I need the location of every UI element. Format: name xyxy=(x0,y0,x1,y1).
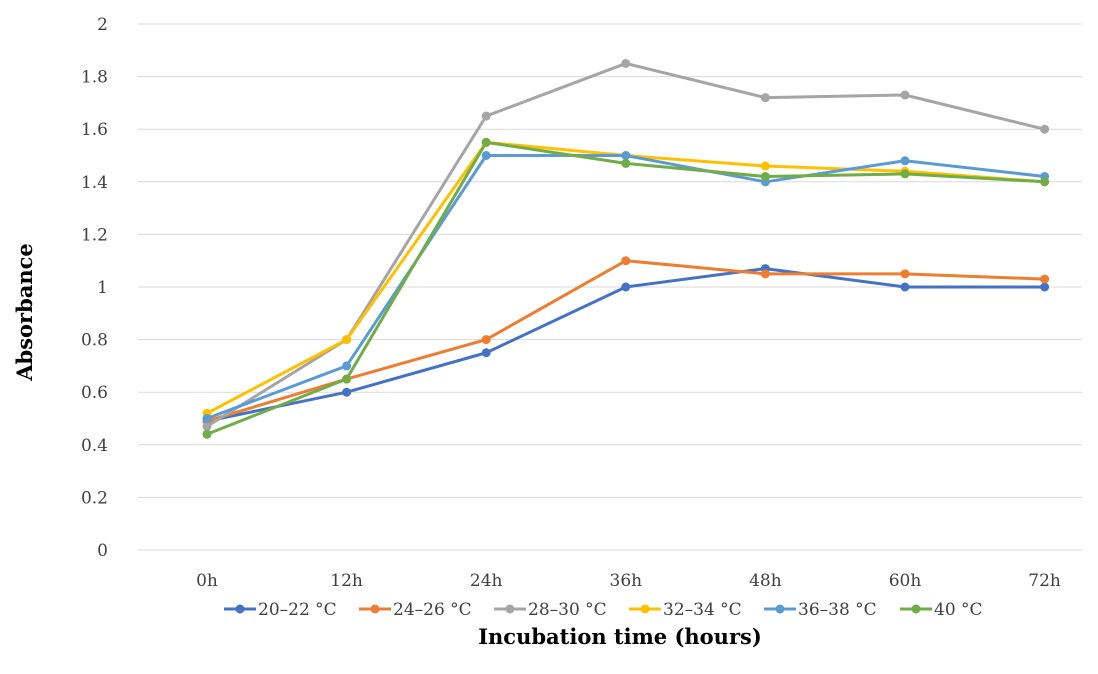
data-point xyxy=(621,58,631,68)
y-tick-label: 1.8 xyxy=(81,68,108,88)
legend-swatch-marker xyxy=(911,604,921,614)
data-point xyxy=(900,169,910,179)
legend-swatch-marker xyxy=(775,604,785,614)
data-point xyxy=(202,421,212,431)
x-tick-label: 0h xyxy=(196,571,218,591)
data-point xyxy=(202,414,212,423)
data-point xyxy=(900,269,910,279)
data-point xyxy=(900,282,910,292)
data-point xyxy=(342,387,352,397)
x-tick-label: 72h xyxy=(1028,571,1061,591)
x-axis-tick-labels: 0h 12h 24h 36h 48h 60h 72h xyxy=(196,571,1061,591)
legend-label: 20–22 °C xyxy=(258,600,337,620)
y-tick-label: 0 xyxy=(97,541,108,561)
y-tick-label: 1.2 xyxy=(81,225,108,245)
series-points xyxy=(202,58,1050,439)
y-tick-label: 0.2 xyxy=(81,488,108,508)
x-tick-label: 48h xyxy=(749,571,782,591)
legend-label: 32–34 °C xyxy=(663,600,742,620)
data-point xyxy=(202,429,212,439)
legend-label: 36–38 °C xyxy=(798,600,877,620)
legend-label: 40 °C xyxy=(934,600,983,620)
legend-item: 32–34 °C xyxy=(629,600,742,620)
y-tick-label: 1 xyxy=(97,278,108,298)
legend-item: 40 °C xyxy=(900,600,983,620)
data-point xyxy=(1040,124,1050,134)
legend-item: 20–22 °C xyxy=(224,600,337,620)
data-point xyxy=(1040,282,1050,292)
y-tick-label: 0.8 xyxy=(81,331,108,351)
series-lines xyxy=(205,61,1047,436)
legend-item: 28–30 °C xyxy=(494,600,607,620)
data-point xyxy=(760,161,770,171)
data-point xyxy=(621,151,631,160)
data-point xyxy=(481,151,491,160)
gridlines xyxy=(138,23,1082,551)
data-point xyxy=(760,172,770,182)
legend-swatch-marker xyxy=(235,604,245,614)
x-tick-label: 24h xyxy=(470,571,503,591)
data-point xyxy=(342,374,352,384)
data-point xyxy=(342,361,352,371)
y-tick-label: 1.4 xyxy=(81,173,108,193)
data-point xyxy=(621,256,631,266)
data-point xyxy=(342,335,352,345)
data-point xyxy=(481,111,491,121)
y-tick-label: 0.4 xyxy=(81,436,108,456)
data-point xyxy=(481,335,491,345)
data-point xyxy=(900,156,910,166)
data-point xyxy=(481,348,491,358)
y-tick-label: 2 xyxy=(97,15,108,35)
data-point xyxy=(900,90,910,100)
legend-label: 24–26 °C xyxy=(393,600,472,620)
data-point xyxy=(621,158,631,168)
x-tick-label: 60h xyxy=(889,571,922,591)
y-tick-label: 0.6 xyxy=(81,383,108,403)
legend-item: 24–26 °C xyxy=(359,600,472,620)
y-axis-title: Absorbance xyxy=(12,243,37,382)
x-tick-label: 12h xyxy=(330,571,363,591)
legend-item: 36–38 °C xyxy=(764,600,877,620)
legend-swatch-marker xyxy=(640,604,650,614)
legend-label: 28–30 °C xyxy=(528,600,607,620)
y-tick-label: 1.6 xyxy=(81,120,108,140)
data-point xyxy=(481,137,491,147)
legend: 20–22 °C 24–26 °C 28–30 °C 32–34 °C 36–38 °C… xyxy=(224,600,983,620)
x-tick-label: 36h xyxy=(610,571,643,591)
data-point xyxy=(760,93,770,103)
data-point xyxy=(1040,177,1050,187)
data-point xyxy=(760,269,770,279)
data-point xyxy=(1040,274,1050,284)
legend-swatch-marker xyxy=(370,604,380,614)
legend-swatch-marker xyxy=(505,604,515,614)
y-axis-tick-labels: 0 0.2 0.4 0.6 0.8 1 1.2 1.4 1.6 1.8 2 xyxy=(81,15,108,561)
x-axis-title: Incubation time (hours) xyxy=(478,624,762,649)
data-point xyxy=(621,282,631,292)
